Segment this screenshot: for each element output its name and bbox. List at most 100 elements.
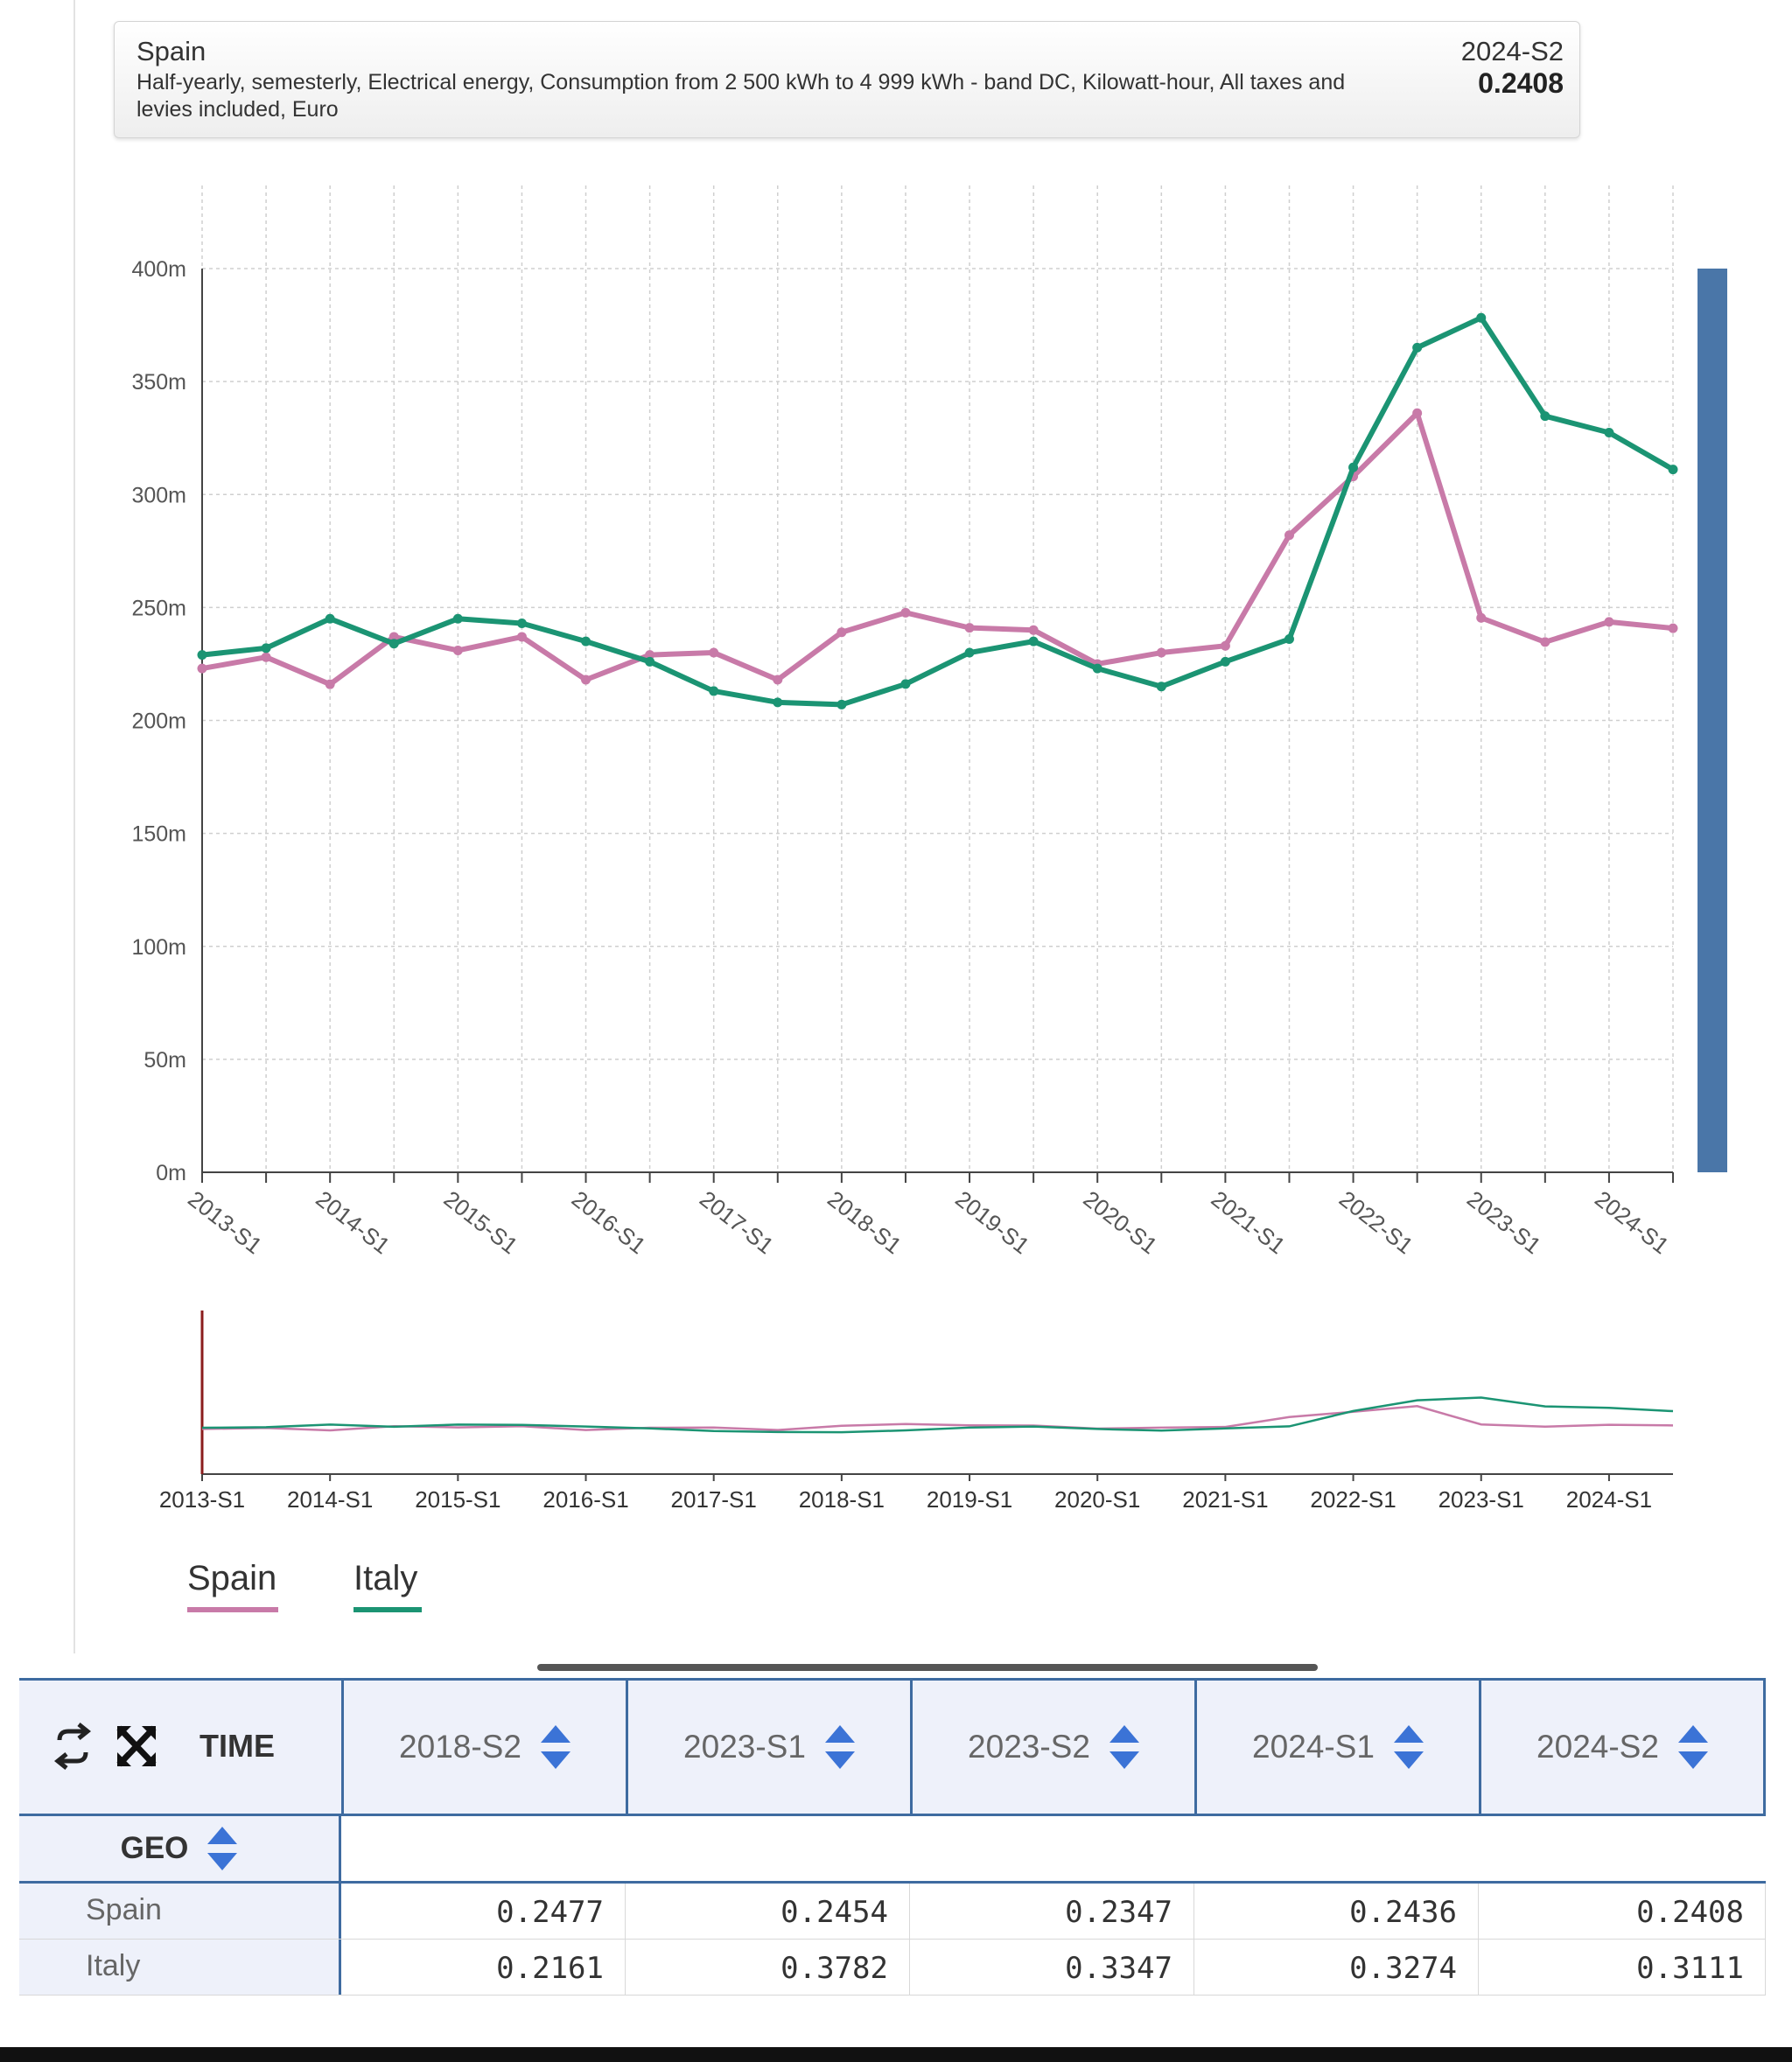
sort-icon[interactable] <box>540 1725 570 1769</box>
x-tick-label: 2017-S1 <box>695 1185 779 1259</box>
data-point-spain <box>964 623 975 633</box>
data-point-spain <box>1668 623 1678 633</box>
column-header-2[interactable]: 2023-S1 <box>626 1681 910 1814</box>
line-chart[interactable]: 0m 50m 100m 150m 200m 250m 300m 350m 400m 2013-S1… <box>0 0 1792 1540</box>
data-point-italy <box>645 656 655 667</box>
table-cell[interactable]: 0.3782 <box>626 1940 910 1995</box>
table-cell[interactable]: 0.2477 <box>341 1884 626 1939</box>
tooltip-description: Half-yearly, semesterly, Electrical ener… <box>136 70 1346 122</box>
data-point-italy <box>452 613 463 624</box>
x-tick-label: 2021-S1 <box>1207 1185 1291 1259</box>
geo-dimension-label: GEO <box>120 1831 189 1865</box>
y-tick-label: 400m <box>131 257 186 282</box>
data-point-spain <box>1476 612 1487 623</box>
panel-border <box>74 0 75 1653</box>
table-row: Spain 0.2477 0.2454 0.2347 0.2436 0.2408 <box>19 1884 1766 1940</box>
column-header-5[interactable]: 2024-S2 <box>1479 1681 1766 1814</box>
legend-item-italy[interactable]: Italy <box>354 1559 422 1612</box>
x-tick-label: 2015-S1 <box>439 1185 523 1259</box>
overview-x-label: 2015-S1 <box>415 1486 500 1513</box>
tooltip-value: 0.2408 <box>1478 67 1564 99</box>
table-cell[interactable]: 0.2454 <box>626 1884 910 1939</box>
table-cell[interactable]: 0.2347 <box>910 1884 1194 1939</box>
x-tick-label: 2013-S1 <box>183 1185 267 1259</box>
table-cell[interactable]: 0.3347 <box>910 1940 1194 1995</box>
table-cell[interactable]: 0.3274 <box>1194 1940 1479 1995</box>
overview-x-label: 2024-S1 <box>1566 1486 1652 1513</box>
row-label-italy: Italy <box>19 1940 341 1995</box>
column-label: 2018-S2 <box>399 1729 522 1765</box>
data-point-spain <box>836 627 847 638</box>
data-point-italy <box>1348 462 1359 472</box>
data-point-italy <box>388 639 399 649</box>
swap-axes-icon[interactable] <box>51 1723 94 1770</box>
overview-line-spain <box>201 1405 1674 1432</box>
data-point-italy <box>1668 465 1678 475</box>
data-point-italy <box>1412 342 1423 353</box>
overview-x-label: 2023-S1 <box>1438 1486 1524 1513</box>
data-point-spain <box>1284 530 1294 541</box>
data-point-spain <box>388 632 399 642</box>
data-point-italy <box>900 679 911 689</box>
data-point-spain <box>1156 647 1166 658</box>
tooltip-geo: Spain <box>136 36 206 66</box>
series-line-italy <box>201 315 1675 708</box>
overview-x-label: 2020-S1 <box>1054 1486 1140 1513</box>
x-tick-label: 2014-S1 <box>311 1185 395 1259</box>
table-cell[interactable]: 0.2436 <box>1194 1884 1479 1939</box>
sort-icon[interactable] <box>1677 1725 1708 1769</box>
data-point-italy <box>1604 427 1614 437</box>
sort-icon[interactable] <box>1109 1725 1139 1769</box>
data-point-italy <box>197 650 207 661</box>
data-point-italy <box>1284 634 1294 645</box>
data-point-spain <box>516 632 527 642</box>
data-point-italy <box>581 636 592 647</box>
legend-swatch-spain <box>187 1607 278 1612</box>
legend-item-spain[interactable]: Spain <box>187 1559 278 1612</box>
tooltip-time: 2024-S2 <box>1460 36 1564 66</box>
table-cell[interactable]: 0.3111 <box>1479 1940 1766 1995</box>
column-label: 2024-S1 <box>1252 1729 1375 1765</box>
data-point-spain <box>709 647 719 658</box>
x-tick-label: 2016-S1 <box>567 1185 651 1259</box>
overview-x-label: 2022-S1 <box>1310 1486 1396 1513</box>
y-tick-label: 50m <box>144 1048 186 1073</box>
data-point-spain <box>900 607 911 618</box>
overview-x-label: 2016-S1 <box>542 1486 628 1513</box>
overview-x-label: 2021-S1 <box>1182 1486 1268 1513</box>
x-tick-label: 2022-S1 <box>1334 1185 1418 1259</box>
data-point-spain <box>452 645 463 655</box>
data-point-spain <box>325 679 335 689</box>
column-label: 2023-S1 <box>683 1729 806 1765</box>
overview-x-label: 2013-S1 <box>159 1486 245 1513</box>
y-tick-label: 100m <box>131 935 186 960</box>
data-point-spain <box>261 652 271 662</box>
table-cell[interactable]: 0.2408 <box>1479 1884 1766 1939</box>
data-point-spain <box>1028 625 1039 635</box>
sort-icon[interactable] <box>1393 1725 1424 1769</box>
x-tick-label: 2023-S1 <box>1462 1185 1546 1259</box>
data-point-spain <box>1604 617 1614 627</box>
sort-icon[interactable] <box>207 1827 238 1870</box>
column-header-3[interactable]: 2023-S2 <box>910 1681 1194 1814</box>
table-cell[interactable]: 0.2161 <box>341 1940 626 1995</box>
data-point-spain <box>581 675 592 685</box>
geo-header-cell[interactable]: GEO <box>19 1816 341 1881</box>
data-table: TIME 2018-S2 2023-S1 2023-S2 2024-S1 202… <box>19 1678 1766 1997</box>
column-label: 2024-S2 <box>1536 1729 1659 1765</box>
sort-icon[interactable] <box>824 1725 855 1769</box>
data-point-spain <box>1412 408 1423 418</box>
data-point-italy <box>1028 636 1039 647</box>
column-header-4[interactable]: 2024-S1 <box>1194 1681 1479 1814</box>
legend-label-spain: Spain <box>187 1559 277 1597</box>
table-row: Italy 0.2161 0.3782 0.3347 0.3274 0.3111 <box>19 1940 1766 1996</box>
data-point-italy <box>1540 411 1550 422</box>
overview-line-italy <box>201 1396 1674 1434</box>
y-tick-label: 0m <box>156 1161 186 1185</box>
expand-icon[interactable] <box>116 1724 158 1768</box>
horizontal-scrollbar[interactable] <box>537 1664 1318 1671</box>
geo-header-row: GEO <box>19 1816 1766 1884</box>
y-tick-label: 300m <box>131 483 186 507</box>
column-header-1[interactable]: 2018-S2 <box>341 1681 626 1814</box>
